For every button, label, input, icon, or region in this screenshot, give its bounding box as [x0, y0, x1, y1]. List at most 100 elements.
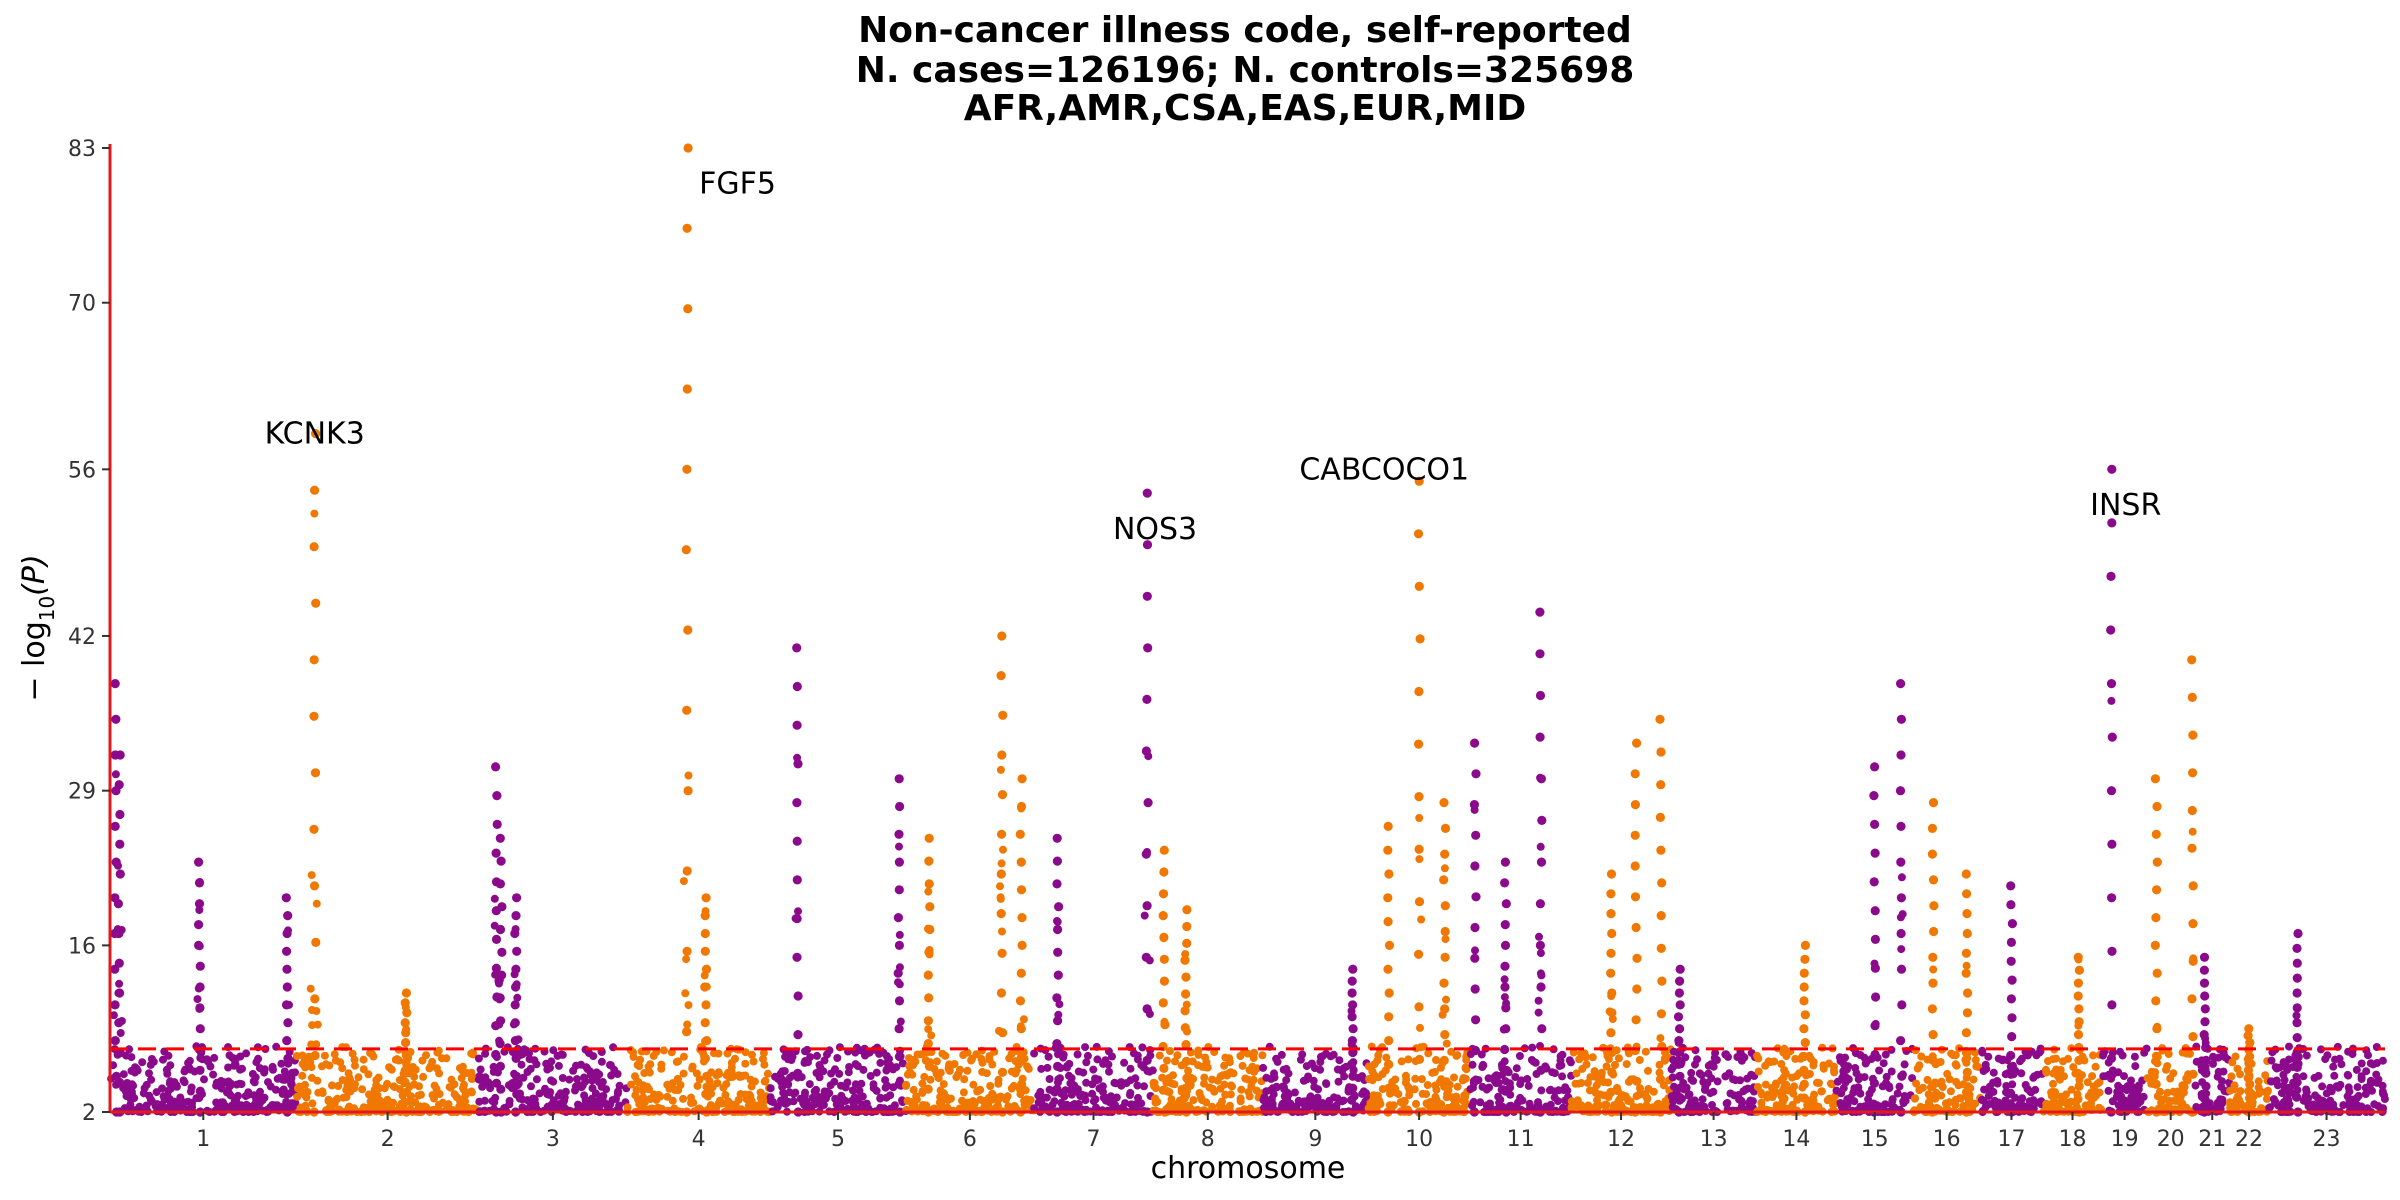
peak-chr7-1-point-6 [1143, 798, 1153, 808]
chromosome-3-points [474, 762, 631, 1117]
peak-chr11-2-point-6 [1536, 857, 1547, 867]
peak-chr13-0-point-7 [1675, 1024, 1685, 1034]
peak-chr7-0-point-11 [1052, 856, 1062, 866]
peak-chr12-1-point-11 [1630, 769, 1640, 779]
peak-chr4-1-point-9 [700, 946, 710, 956]
peak-chr20-0-point-9 [2152, 857, 2162, 867]
peak-chr6-0-point-7 [924, 947, 934, 957]
peak-chr3-1-point-7 [497, 947, 507, 957]
peak-chr10-1-point-12 [1414, 476, 1424, 486]
peak-chr11-1-point-2 [1501, 1065, 1512, 1075]
peak-chr9-0-point-1 [1347, 1095, 1357, 1105]
peak-chr12-2-point-1 [1655, 1074, 1666, 1084]
peak-chr5-1-point-7 [893, 913, 904, 923]
peak-chr15-0-point-10 [1870, 819, 1880, 830]
peak-chr4-1-point-8 [701, 964, 712, 974]
peak-chr5-0-point-4 [792, 952, 802, 962]
peak-chr13-0-point-12 [1675, 964, 1685, 974]
peak-chr3-2-point-8 [511, 964, 521, 974]
peak-chr7-0-point-6 [1053, 970, 1063, 980]
peak-chr5-0-point-9 [793, 759, 803, 769]
peak-chr19-0-point-10 [2106, 571, 2116, 582]
peak-chr6-2-point-12 [1017, 774, 1027, 784]
peak-chr12-2-point-6 [1656, 911, 1666, 921]
peak-chr16-0-point-3 [1928, 1030, 1938, 1040]
peak-chr8-1-point-12 [1182, 905, 1192, 915]
peak-chr2-0-point-6 [310, 768, 321, 778]
y-tick-label-2: 2 [82, 1101, 96, 1126]
peak-chr18-0-point-8 [2074, 1004, 2084, 1014]
peak-chr8-1-point-6 [1180, 1006, 1190, 1016]
peak-chr13-0-point-6 [1674, 1036, 1684, 1046]
peak-chr6-0-point-1 [923, 1084, 933, 1094]
peak-chr2-1-point-5 [401, 1057, 411, 1067]
peak-chr7-1-point-4 [1142, 901, 1152, 911]
peak-chr11-0-point-1 [1469, 1076, 1479, 1086]
gene-label-cabcoco1: CABCOCO1 [1299, 452, 1469, 487]
peak-chr12-0-point-1 [1606, 1087, 1616, 1097]
peak-chr20-1-point-2 [2188, 1032, 2198, 1042]
peak-chr3-2-point-2 [511, 1071, 522, 1081]
peak-chr3-2-point-6 [510, 1000, 520, 1010]
peak-chr11-0-point-11 [1471, 769, 1481, 779]
peak-chr7-0-point-2 [1053, 1061, 1063, 1071]
peak-chr1-1-point-5 [114, 958, 124, 968]
peak-chr3-1-point-6 [497, 970, 507, 980]
peak-chr20-0-point-10 [2151, 829, 2161, 839]
peak-chr12-1-point-8 [1630, 861, 1640, 871]
peak-chr20-1-point-1 [2188, 1069, 2198, 1079]
peak-chr2-1-point-12 [401, 988, 411, 998]
peak-chr20-1-point-6 [2188, 881, 2198, 891]
peak-chr23-0-point-10 [2292, 958, 2302, 968]
peak-chr3-2-point-3 [511, 1053, 521, 1063]
peak-chr4-0-point-4 [683, 786, 693, 796]
peak-chr8-1-point-8 [1181, 972, 1191, 982]
peak-chr12-1-point-4 [1632, 984, 1642, 994]
peak-chr5-1-point-12 [894, 774, 904, 784]
x-tick-label-12: 12 [1607, 1127, 1635, 1152]
peak-chr9-0-point-4 [1347, 1059, 1357, 1069]
peak-chr19-0-point-3 [2107, 946, 2117, 956]
chromosome-5-points [766, 643, 910, 1117]
x-tick-label-14: 14 [1782, 1127, 1810, 1152]
peak-chr16-1-point-7 [1961, 968, 1971, 978]
peak-chr4-1-point-2 [702, 1071, 712, 1081]
peak-chr4-1-point-12 [701, 893, 711, 903]
peak-chr13-0-point-8 [1673, 1012, 1684, 1022]
peak-chr12-0-point-9 [1607, 928, 1617, 939]
peak-chr15-1-point-10 [1896, 750, 1906, 760]
x-tick-label-22: 22 [2235, 1127, 2263, 1152]
peak-chr7-1-point-7 [1141, 746, 1151, 756]
peak-chr12-0-point-10 [1606, 909, 1616, 919]
x-tick-label-20: 20 [2157, 1127, 2185, 1152]
peak-chr14-0-point-4 [1799, 1051, 1809, 1062]
peak-chr2-0-point-3 [311, 937, 321, 948]
chromosome-2-points [292, 429, 480, 1117]
peak-chr11-0-point-6 [1470, 922, 1480, 933]
peak-chr11-0-point-4 [1470, 984, 1480, 994]
peak-chr10-0-point-3 [1384, 1036, 1394, 1046]
peak-chr1-3-point-1 [282, 1089, 292, 1099]
peak-chr8-1-point-9 [1180, 955, 1190, 965]
peak-chr5-0-point-12 [792, 643, 802, 653]
peak-chr10-0-point-12 [1383, 821, 1393, 832]
peak-chr1-1-point-4 [115, 988, 125, 998]
peak-chr1-2-point-6 [195, 982, 205, 992]
peak-chr15-0-point-6 [1870, 934, 1880, 945]
peak-chr6-0-point-9 [925, 902, 935, 912]
peak-chr19-0-point-6 [2106, 786, 2117, 796]
peak-chr18-0-point-12 [2073, 952, 2083, 962]
peak-chr5-0-point-2 [793, 1030, 803, 1040]
peak-chr12-2-point-7 [1657, 878, 1667, 888]
peak-chr14-0-point-10 [1799, 968, 1809, 978]
peak-chr12-2-point-10 [1656, 780, 1666, 790]
peak-chr8-1-point-5 [1180, 1023, 1190, 1033]
peak-chr6-1-point-6 [996, 869, 1006, 879]
peak-chr2-0-point-2 [310, 994, 320, 1004]
peak-chr20-1-point-12 [2187, 655, 2197, 665]
peak-chr8-1-point-10 [1182, 938, 1192, 949]
peak-chr10-2-point-12 [1439, 798, 1449, 808]
peak-chr19-0-point-5 [2107, 839, 2117, 849]
